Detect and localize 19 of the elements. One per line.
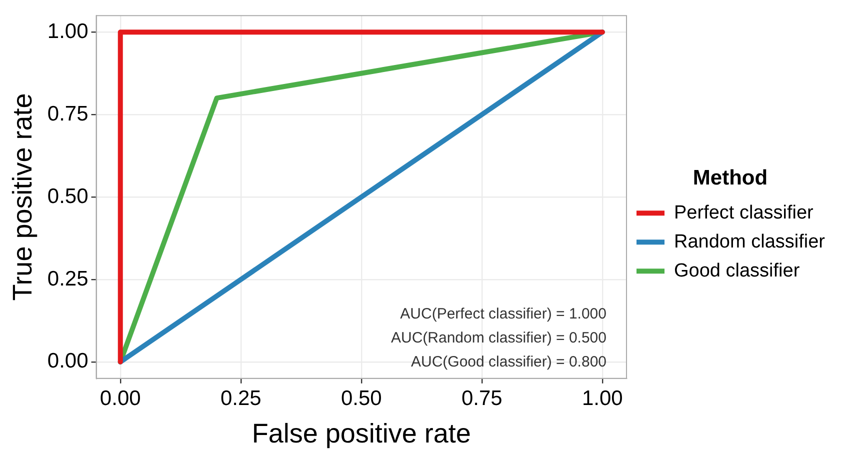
legend-label: Perfect classifier <box>674 202 814 224</box>
x-axis-title: False positive rate <box>252 418 471 448</box>
y-tick-label: 0.00 <box>47 350 88 373</box>
x-tick-label: 0.25 <box>220 386 262 410</box>
annotation: AUC(Perfect classifier) = 1.000 <box>400 305 606 322</box>
legend-title: Method <box>692 166 768 190</box>
y-tick-label: 0.50 <box>47 184 88 208</box>
annotation: AUC(Random classifier) = 0.500 <box>390 329 606 346</box>
annotation: AUC(Good classifier) = 0.800 <box>411 353 606 370</box>
legend-label: Random classifier <box>674 231 826 252</box>
x-tick-label: 1.00 <box>582 386 623 410</box>
x-tick-label: 0.50 <box>340 386 382 410</box>
legend-label: Good classifier <box>674 260 800 282</box>
y-tick-label: 1.00 <box>47 20 88 43</box>
y-axis-title: True positive rate <box>8 93 38 301</box>
y-tick-label: 0.75 <box>47 102 88 126</box>
x-tick-label: 0.00 <box>100 386 141 410</box>
y-tick-label: 0.25 <box>47 267 88 290</box>
x-tick-label: 0.75 <box>461 386 502 410</box>
